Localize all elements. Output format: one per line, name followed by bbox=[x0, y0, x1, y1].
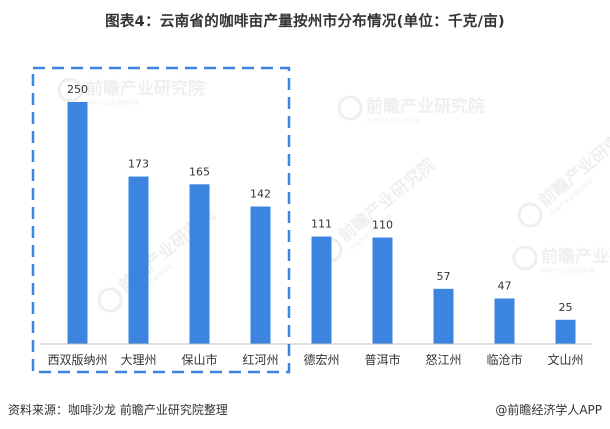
x-tick-label-6: 怒江州 bbox=[425, 352, 461, 367]
x-tick-label-8: 文山州 bbox=[547, 352, 583, 367]
value-label-8: 25 bbox=[559, 301, 573, 314]
watermark-text: 前瞻产业研究院 bbox=[541, 246, 610, 267]
value-label-7: 47 bbox=[498, 280, 512, 293]
value-label-3: 142 bbox=[250, 188, 271, 201]
source-note: 资料来源：咖啡沙龙 前瞻产业研究院整理 bbox=[8, 403, 228, 417]
watermark-text: 前瞻产业研究院 bbox=[366, 96, 485, 117]
highlight-box bbox=[31, 66, 291, 374]
bar-3 bbox=[250, 206, 271, 344]
watermark-logo-icon bbox=[57, 77, 83, 103]
watermark-logo-icon bbox=[97, 287, 123, 313]
bar-0 bbox=[67, 102, 88, 344]
bar-4 bbox=[311, 236, 332, 344]
bar-1 bbox=[128, 176, 149, 344]
watermark-logo-icon bbox=[512, 245, 538, 271]
chart-title: 图表4：云南省的咖啡亩产量按州市分布情况(单位：千克/亩) bbox=[105, 14, 505, 30]
x-tick-label-4: 德宏州 bbox=[303, 352, 339, 367]
value-label-6: 57 bbox=[437, 270, 451, 283]
brand-credit: @前瞻经济学人APP bbox=[495, 403, 602, 417]
watermark-text: 前瞻产业研究院 bbox=[86, 78, 205, 99]
watermark-logo-icon bbox=[517, 202, 543, 228]
value-label-2: 165 bbox=[189, 165, 210, 178]
watermark-subtext: 中国产业咨询领导者 bbox=[86, 99, 140, 107]
x-tick-label-2: 保山市 bbox=[181, 352, 217, 367]
value-label-1: 173 bbox=[128, 158, 149, 171]
value-label-5: 110 bbox=[372, 219, 393, 232]
x-tick-label-5: 普洱市 bbox=[364, 352, 400, 367]
value-label-4: 111 bbox=[311, 218, 332, 231]
x-tick-label-1: 大理州 bbox=[120, 353, 156, 367]
watermark-subtext: 中国产业咨询领导者 bbox=[366, 117, 420, 125]
watermark-subtext: 中国产业咨询领导者 bbox=[541, 267, 595, 275]
watermark-logo-icon bbox=[337, 95, 363, 121]
x-tick-label-3: 红河州 bbox=[242, 352, 278, 367]
bar-2 bbox=[189, 184, 210, 344]
bar-5 bbox=[372, 237, 393, 344]
bar-8 bbox=[555, 319, 576, 344]
bars-group bbox=[67, 102, 576, 344]
x-axis-labels-group: 西双版纳州 大理州 保山市 红河州 德宏州 普洱市 怒江州 临沧市 文山州 bbox=[47, 352, 583, 367]
bar-7 bbox=[494, 298, 515, 344]
value-labels-group: 250 173 165 142 111 110 57 47 25 bbox=[67, 83, 573, 314]
x-tick-label-7: 临沧市 bbox=[486, 352, 522, 367]
x-tick-label-0: 西双版纳州 bbox=[47, 353, 107, 367]
bar-6 bbox=[433, 288, 454, 344]
watermark-text: 前瞻产业研究院 bbox=[335, 154, 440, 247]
value-label-0: 250 bbox=[67, 83, 88, 96]
